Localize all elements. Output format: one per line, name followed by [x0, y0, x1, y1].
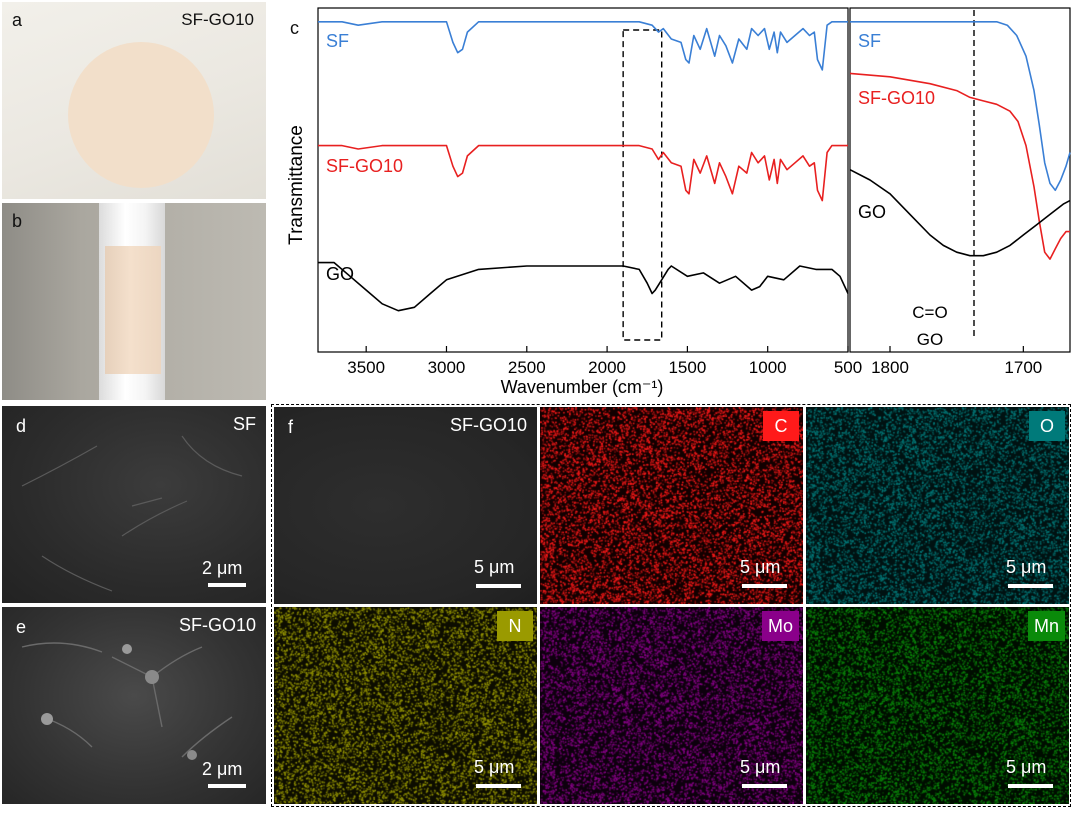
panel-a-photo: a SF-GO10: [2, 2, 266, 199]
panel-e-scale-text: 2 μm: [202, 759, 243, 779]
eds-scale-bar-nitrogen: [476, 784, 521, 788]
chart0-x-tick-label: 2000: [588, 358, 626, 377]
eds-noise-oxygen: [806, 407, 1069, 604]
chart0-x-tick-label: 3500: [347, 358, 385, 377]
eds-noise-molybdenum: [540, 607, 803, 804]
eds-noise-nitrogen: [274, 607, 537, 804]
zoom-annotation-c-o: C=O: [912, 303, 947, 322]
panel-letter-c: c: [290, 18, 299, 38]
eds-badge-manganese: Mn: [1027, 611, 1065, 641]
panel-letter-a: a: [12, 10, 23, 30]
panel-b-photo: b: [2, 203, 266, 400]
panel-d-label: SF: [232, 414, 256, 434]
eds-badge-nitrogen: N: [497, 611, 533, 641]
panel-d-sem: d SF 2 μm: [2, 406, 266, 603]
panel-d-scale-bar: [208, 583, 246, 587]
panel-a-label: SF-GO10: [181, 10, 254, 29]
eds-badge-molybdenum: Mo: [761, 611, 799, 641]
zoom-label-go: GO: [858, 202, 886, 222]
eds-map-nitrogen: N 5 μm: [274, 607, 537, 804]
panel-e-sem: e SF-GO10 2 μm: [2, 607, 266, 804]
eds-scale-text-manganese: 5 μm: [1006, 757, 1047, 777]
panel-e-label: SF-GO10: [178, 615, 256, 635]
panel-letter-d: d: [16, 416, 27, 436]
chart0-x-tick-label: 1000: [749, 358, 787, 377]
chart1-x-tick-label: 1700: [1004, 358, 1042, 377]
eds-noise-carbon: [540, 407, 803, 604]
chart-frame: [317, 7, 849, 353]
eds-scale-bar-carbon: [742, 584, 787, 588]
panel-f-label: SF-GO10: [449, 415, 527, 435]
zoom-label-sf: SF: [858, 31, 881, 51]
eds-scale-text-molybdenum: 5 μm: [740, 757, 781, 777]
panel-letter-e: e: [16, 617, 27, 637]
panel-d-scale-text: 2 μm: [202, 558, 243, 578]
eds-scale-bar-oxygen: [1008, 584, 1053, 588]
eds-map-manganese: Mn 5 μm: [806, 607, 1069, 804]
zoom-annotation-go: GO: [917, 330, 943, 349]
eds-map-molybdenum: Mo 5 μm: [540, 607, 803, 804]
eds-scale-bar-molybdenum: [742, 784, 787, 788]
chart1-x-tick-label: 1800: [871, 358, 909, 377]
panel-e-scale-bar: [208, 784, 246, 788]
y-axis-label: Transmittance: [286, 125, 307, 245]
zoom-chart-frame: [849, 7, 1071, 353]
chart0-series-sf: [318, 20, 848, 71]
chart1-series-sf: [850, 20, 1071, 192]
ftir-zoom-chart: 1800 1700 SF SF-GO10 GO C=O GO: [849, 7, 1071, 377]
eds-map-oxygen: O 5 μm: [806, 407, 1069, 604]
chart1-series-go: [849, 168, 1071, 257]
eds-scale-bar-manganese: [1008, 784, 1053, 788]
panel-f-sem: f SF-GO10 5 μm: [274, 407, 537, 604]
chart0-series-sf-go10: [318, 144, 848, 202]
chart0-x-tick-label: 2500: [508, 358, 546, 377]
sem-texture-d: [21, 435, 243, 592]
series-label-go: GO: [326, 264, 354, 284]
eds-badge-carbon: C: [763, 411, 799, 441]
highlight-box: [622, 29, 663, 341]
eds-badge-oxygen: O: [1029, 411, 1065, 441]
ftir-spectrum-chart: Transmittance Wavenumber (cm⁻¹) 3500 3000…: [286, 7, 862, 397]
panel-f-dashed-frame: [271, 404, 1071, 807]
membrane-disc: [68, 42, 214, 188]
wrapped-membrane: [105, 246, 161, 374]
panel-letter-b: b: [12, 211, 23, 231]
panel-f-scale-text: 5 μm: [474, 557, 515, 577]
chart0-x-tick-label: 500: [834, 358, 862, 377]
eds-scale-text-carbon: 5 μm: [740, 557, 781, 577]
chart1-series-sf-go10: [849, 72, 1070, 260]
eds-scale-text-nitrogen: 5 μm: [474, 757, 515, 777]
eds-scale-text-oxygen: 5 μm: [1006, 557, 1047, 577]
eds-noise-manganese: [806, 607, 1069, 804]
chart0-series-go: [318, 261, 849, 312]
eds-map-carbon: C 5 μm: [540, 407, 803, 604]
zoom-label-sf-go10: SF-GO10: [858, 88, 935, 108]
series-label-sf-go10: SF-GO10: [326, 156, 403, 176]
panel-f-scale-bar: [476, 584, 521, 588]
x-axis-label: Wavenumber (cm⁻¹): [501, 377, 664, 397]
chart0-x-tick-label: 3000: [428, 358, 466, 377]
panel-letter-f: f: [288, 417, 294, 437]
series-label-sf: SF: [326, 31, 349, 51]
chart0-x-tick-label: 1500: [668, 358, 706, 377]
sem-texture-e: [21, 642, 233, 760]
